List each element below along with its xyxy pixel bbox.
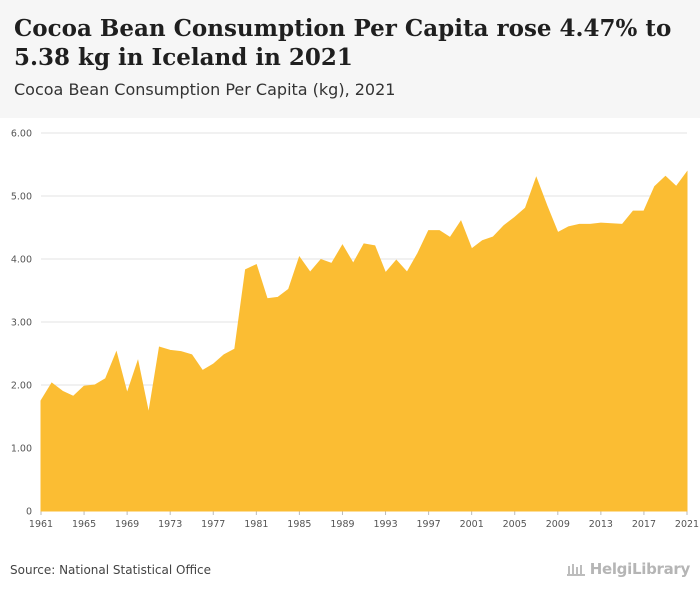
y-tick-label: 0 <box>26 507 32 518</box>
x-axis: 1961 1965 1969 1973 1977 1981 1985 1989 1993 1997… <box>29 510 699 530</box>
library-building-icon <box>566 564 585 576</box>
source-note: Source: National Statistical Office <box>10 563 212 577</box>
x-tick-label: 1961 <box>29 519 53 530</box>
chart-subtitle: Cocoa Bean Consumption Per Capita (kg), … <box>14 80 396 99</box>
x-tick-label: 2013 <box>589 519 613 530</box>
series-layer <box>40 170 688 512</box>
y-tick-label: 6.00 <box>11 129 32 140</box>
chart-area: 0 1.00 2.00 3.00 4.00 5.00 6.00 1961 1965 1969 19… <box>0 118 700 548</box>
x-tick-label: 1989 <box>330 519 354 530</box>
x-tick-label: 2009 <box>546 519 570 530</box>
y-tick-label: 1.00 <box>11 444 32 455</box>
x-tick-label: 2017 <box>632 519 656 530</box>
x-tick-label: 1973 <box>158 519 182 530</box>
y-tick-label: 5.00 <box>11 192 32 203</box>
y-axis: 0 1.00 2.00 3.00 4.00 5.00 6.00 <box>11 129 32 518</box>
y-tick-label: 3.00 <box>11 318 32 329</box>
x-tick-label: 1965 <box>72 519 96 530</box>
area-chart: 01.002.003.004.005.006.00 1961 1965 1969 19… <box>11 129 699 531</box>
chart-title: Cocoa Bean Consumption Per Capita rose 4… <box>14 15 672 71</box>
x-tick-label: 1985 <box>287 519 311 530</box>
x-tick-label: 1993 <box>373 519 397 530</box>
x-tick-label: 1997 <box>417 519 441 530</box>
y-tick-label: 2.00 <box>11 381 32 392</box>
series-area <box>40 170 688 512</box>
x-tick-label: 1969 <box>115 519 139 530</box>
x-tick-label: 2005 <box>503 519 527 530</box>
x-tick-label: 1981 <box>244 519 268 530</box>
x-tick-label: 2001 <box>460 519 484 530</box>
brand-name: HelgiLibrary <box>589 560 691 578</box>
header: Cocoa Bean Consumption Per Capita rose 4… <box>0 0 700 118</box>
brand-logo[interactable]: HelgiLibrary <box>566 560 690 578</box>
x-tick-label: 1977 <box>201 519 225 530</box>
y-tick-label: 4.00 <box>11 255 32 266</box>
x-tick-label: 2021 <box>675 519 699 530</box>
